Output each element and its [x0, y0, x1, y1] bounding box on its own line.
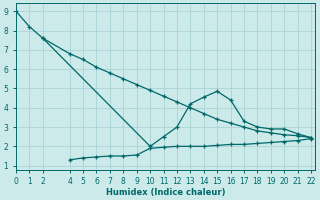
- X-axis label: Humidex (Indice chaleur): Humidex (Indice chaleur): [106, 188, 225, 197]
